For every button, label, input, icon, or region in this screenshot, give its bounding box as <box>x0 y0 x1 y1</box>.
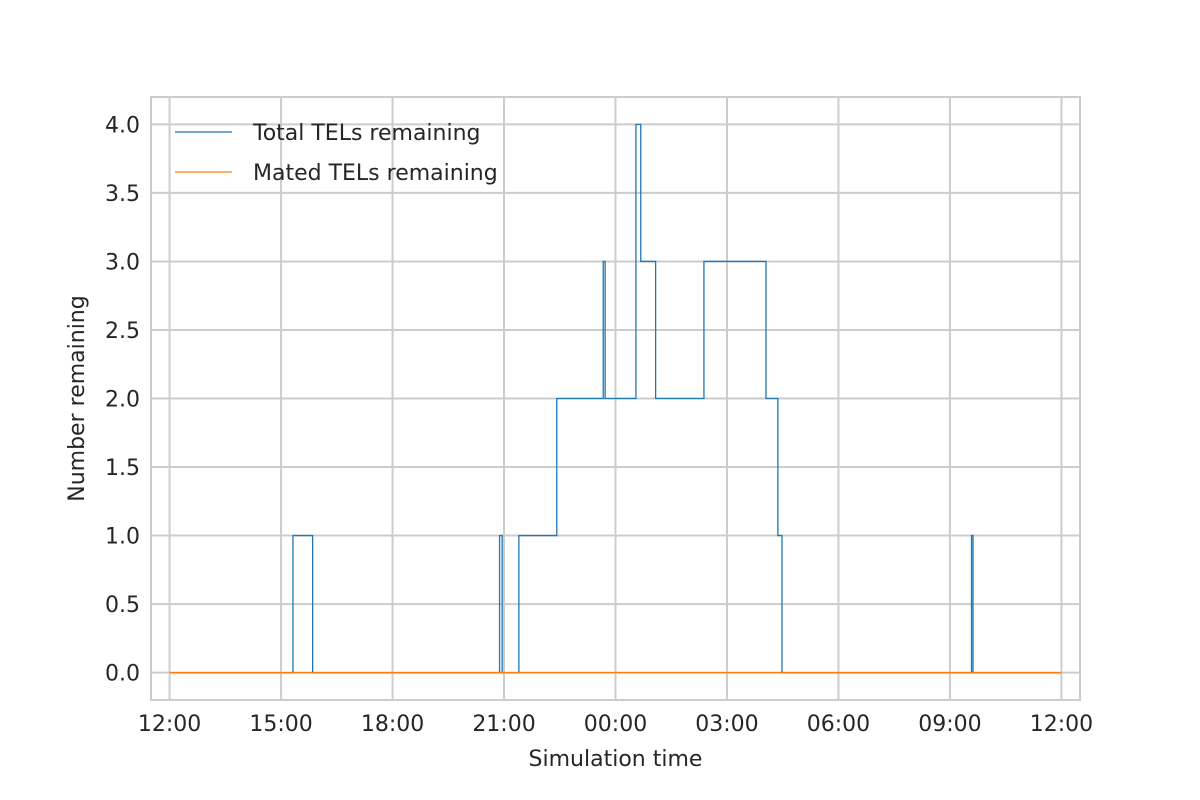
y-tick-label: 0.5 <box>105 593 140 618</box>
x-tick-label: 03:00 <box>695 712 758 737</box>
legend-label: Total TELs remaining <box>252 121 481 146</box>
x-tick-label: 12:00 <box>1030 712 1093 737</box>
x-tick-label: 21:00 <box>472 712 535 737</box>
series-layer <box>169 123 1062 674</box>
y-tick-label: 2.0 <box>105 388 140 413</box>
x-axis-label: Simulation time <box>529 747 703 772</box>
x-ticks: 12:00 15:00 18:00 21:00 00:00 03:00 06:00 09:00… <box>138 712 1093 737</box>
x-tick-label: 06:00 <box>807 712 870 737</box>
x-tick-label: 12:00 <box>138 712 201 737</box>
y-tick-label: 0.0 <box>105 662 140 687</box>
y-tick-label: 1.5 <box>105 456 140 481</box>
legend: Total TELs remaining Mated TELs remaining <box>175 121 498 186</box>
y-axis-label: Number remaining <box>65 295 90 501</box>
y-ticks: 0.0 0.5 1.0 1.5 2.0 2.5 3.0 3.5 4.0 <box>105 113 140 686</box>
x-tick-label: 09:00 <box>918 712 981 737</box>
plot-frame <box>150 96 1081 701</box>
y-tick-label: 2.5 <box>105 319 140 344</box>
x-tick-label: 18:00 <box>361 712 424 737</box>
legend-label: Mated TELs remaining <box>253 161 498 186</box>
x-tick-label: 15:00 <box>249 712 312 737</box>
y-tick-label: 1.0 <box>105 525 140 550</box>
y-tick-label: 3.5 <box>105 182 140 207</box>
y-tick-label: 4.0 <box>105 113 140 138</box>
x-tick-label: 00:00 <box>584 712 647 737</box>
y-tick-label: 3.0 <box>105 250 140 275</box>
